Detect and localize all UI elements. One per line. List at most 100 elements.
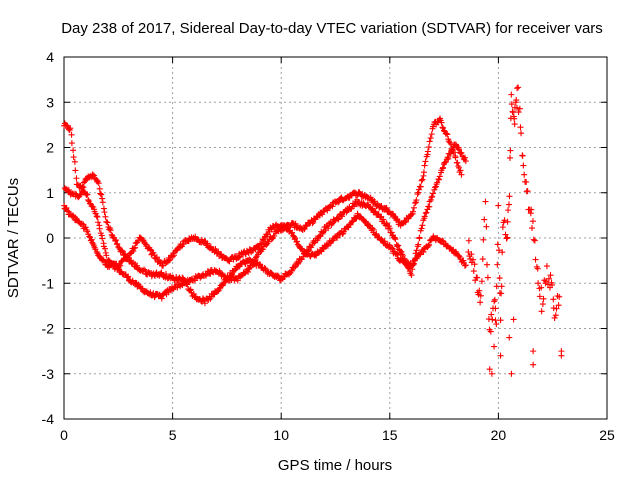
data-point-late-scatter <box>494 241 501 248</box>
data-point-late-scatter <box>514 85 521 92</box>
data-point-track-a <box>234 277 241 284</box>
data-point-outliers <box>508 370 515 377</box>
data-point-track-b <box>395 242 402 249</box>
data-point-track-b <box>428 194 435 201</box>
data-point-late-scatter <box>493 321 500 328</box>
data-point-late-scatter <box>497 317 504 324</box>
data-point-track-b <box>179 274 186 281</box>
data-point-outliers <box>491 343 498 350</box>
data-point-track-b <box>383 220 390 227</box>
data-point-late-scatter <box>503 235 510 242</box>
data-point-late-scatter <box>518 130 525 137</box>
data-point-track-b <box>441 159 448 166</box>
y-tick-label: -2 <box>42 321 55 337</box>
data-point-outliers <box>506 334 513 341</box>
data-point-late-scatter <box>538 308 545 315</box>
data-point-track-b <box>103 218 110 225</box>
x-tick-label: 20 <box>491 427 507 443</box>
data-point-track-a <box>421 162 428 169</box>
data-point-track-c <box>93 248 100 255</box>
data-point-track-a <box>424 148 431 155</box>
y-tick-label: -4 <box>42 411 55 427</box>
data-point-late-scatter <box>499 249 506 256</box>
data-point-track-b <box>113 237 120 244</box>
data-point-late-scatter <box>547 272 554 279</box>
data-point-track-a <box>412 200 419 207</box>
data-point-late-scatter <box>516 105 523 112</box>
data-point-track-b <box>436 173 443 180</box>
data-point-late-scatter <box>487 328 494 335</box>
data-point-late-scatter <box>543 263 550 270</box>
data-point-track-b <box>436 176 443 183</box>
data-point-track-a <box>99 235 106 242</box>
data-point-late-scatter <box>506 193 513 200</box>
data-point-track-c <box>324 242 331 249</box>
data-point-track-b <box>163 271 170 278</box>
data-point-late-scatter <box>536 293 543 300</box>
data-point-track-a <box>452 154 459 161</box>
data-point-track-c <box>293 238 300 245</box>
data-point-track-a <box>93 213 100 220</box>
data-point-track-a <box>96 225 103 232</box>
data-point-late-scatter <box>504 234 511 241</box>
data-point-late-scatter <box>531 237 538 244</box>
data-point-track-c <box>157 259 164 266</box>
data-point-late-scatter <box>470 256 477 263</box>
data-point-late-scatter <box>521 171 528 178</box>
data-point-track-b <box>107 227 114 234</box>
data-point-track-a <box>84 191 91 198</box>
data-point-track-a <box>410 204 417 211</box>
data-point-track-b <box>102 213 109 220</box>
data-point-track-c <box>461 262 468 269</box>
data-point-track-b <box>108 231 115 238</box>
data-point-track-b <box>448 147 455 154</box>
data-point-track-a <box>382 205 389 212</box>
data-point-outliers <box>530 348 537 355</box>
data-point-track-c <box>82 224 89 231</box>
data-point-late-scatter <box>515 109 522 116</box>
data-point-track-b <box>106 226 113 233</box>
data-point-track-b <box>329 220 336 227</box>
data-point-late-scatter <box>476 287 483 294</box>
data-point-track-a <box>443 130 450 137</box>
data-point-late-scatter <box>492 305 499 312</box>
data-point-late-scatter <box>488 311 495 318</box>
data-point-late-scatter <box>501 217 508 224</box>
data-point-track-b <box>408 272 415 279</box>
y-tick-label: 2 <box>46 140 54 156</box>
data-point-track-c <box>462 262 469 269</box>
data-point-track-a <box>320 208 327 215</box>
data-point-late-scatter <box>550 305 557 312</box>
data-point-late-scatter <box>477 292 484 299</box>
data-point-track-a <box>383 204 390 211</box>
data-point-late-scatter <box>471 261 478 268</box>
data-point-track-c <box>409 262 416 269</box>
data-point-track-c <box>413 255 420 262</box>
data-point-track-a <box>309 220 316 227</box>
data-point-track-a <box>413 197 420 204</box>
data-point-track-b <box>99 195 106 202</box>
data-point-track-c <box>373 230 380 237</box>
data-point-track-a <box>414 191 421 198</box>
data-point-track-b <box>413 247 420 254</box>
data-point-track-b <box>158 269 165 276</box>
data-point-track-c <box>84 228 91 235</box>
data-point-track-a <box>92 210 99 217</box>
data-point-late-scatter <box>508 101 515 108</box>
data-point-track-b <box>104 219 111 226</box>
data-point-track-b <box>79 183 86 190</box>
data-points <box>61 84 565 377</box>
data-point-track-b <box>461 154 468 161</box>
data-point-track-c <box>89 239 96 246</box>
data-point-track-a <box>402 219 409 226</box>
data-point-track-b <box>114 241 121 248</box>
data-point-track-a <box>409 208 416 215</box>
data-point-track-b <box>444 154 451 161</box>
data-point-late-scatter <box>477 299 484 306</box>
data-point-track-b <box>118 247 125 254</box>
data-point-late-scatter <box>504 218 511 225</box>
data-point-track-b <box>392 236 399 243</box>
data-point-late-scatter <box>495 202 502 209</box>
data-point-track-a <box>85 196 92 203</box>
data-point-late-scatter <box>523 179 530 186</box>
